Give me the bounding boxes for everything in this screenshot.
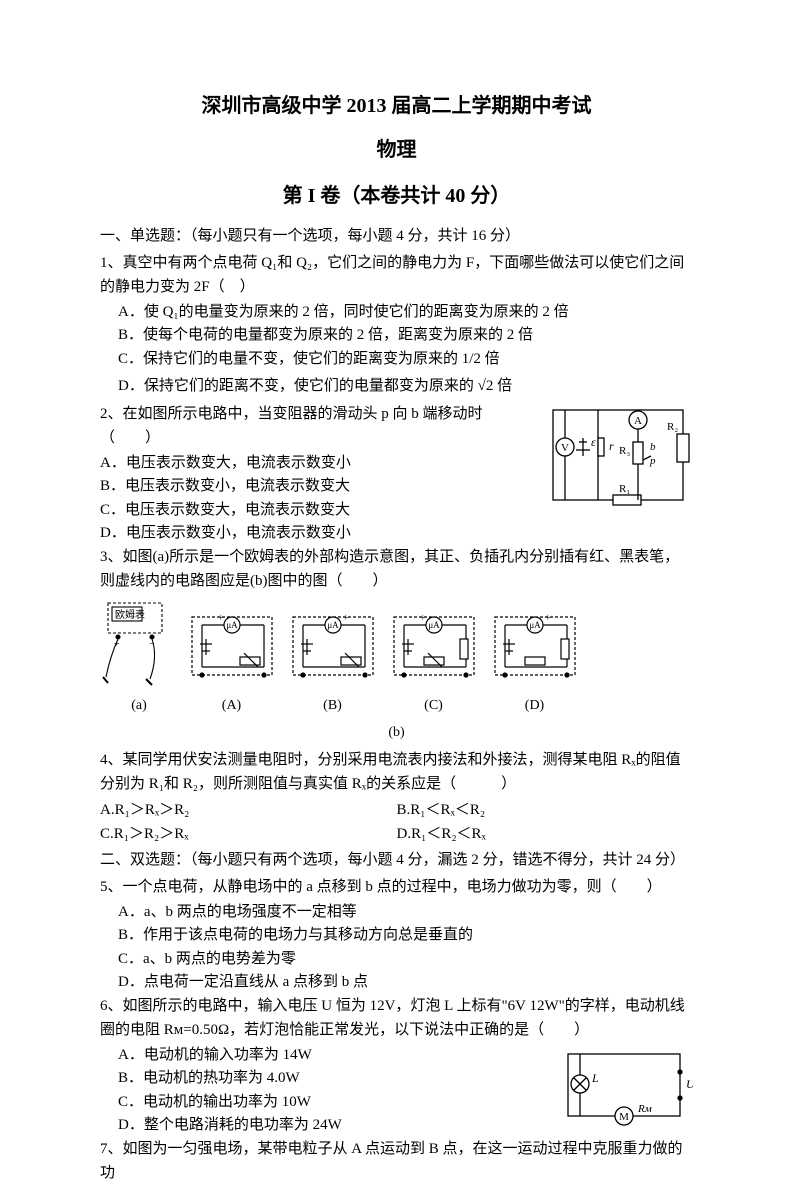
subject-title: 物理: [100, 134, 693, 166]
q5-opt-b: B．作用于该点电荷的电场力与其移动方向总是垂直的: [118, 924, 693, 947]
svg-text:U: U: [686, 1077, 693, 1091]
svg-text:μA: μA: [529, 620, 541, 630]
q3-label-b: (b): [100, 722, 693, 744]
q1-stem: 1、真空中有两个点电荷 Q₁和 Q₂，它们之间的静电力为 F，下面哪些做法可以使…: [100, 251, 693, 299]
q6-circuit-figure: L U M Rᴍ: [558, 1044, 693, 1130]
q3-opt-a: (A): [184, 695, 279, 717]
q2-circuit-figure: A V ε r R₃ b p: [543, 402, 693, 510]
svg-text:+: +: [343, 613, 349, 624]
part2-description: 二、双选题：（每小题只有两个选项，每小题 4 分，漏选 2 分，错选不得分，共计…: [100, 848, 693, 872]
q1-opt-a: A．使 Q₁的电量变为原来的 2 倍，同时使它们的距离变为原来的 2 倍: [118, 301, 693, 324]
q1-opt-b: B．使每个电荷的电量都变为原来的 2 倍，距离变为原来的 2 倍: [118, 324, 693, 347]
q1-opt-c: C．保持它们的电量不变，使它们的距离变为原来的 1/2 倍: [118, 348, 693, 371]
q4-stem: 4、某同学用伏安法测量电阻时，分别采用电流表内接法和外接法，测得某电阻 Rₓ的阻…: [100, 748, 693, 796]
q3-diagram-row: 欧姆表 + − (a) μA + (A): [100, 597, 693, 718]
q4-opt-d: D.R₁＜R₂＜Rₓ: [397, 822, 694, 846]
q2-stem: 2、在如图所示电路中，当变阻器的滑动头 p 向 b 端移动时（ ）: [100, 402, 535, 450]
q3-opt-b: (B): [285, 695, 380, 717]
svg-text:L: L: [591, 1071, 599, 1085]
svg-text:M: M: [619, 1111, 629, 1123]
svg-text:+: +: [420, 613, 426, 624]
svg-text:+: +: [545, 613, 551, 624]
svg-text:b: b: [650, 441, 656, 453]
svg-text:欧姆表: 欧姆表: [115, 608, 145, 621]
svg-text:μA: μA: [428, 620, 440, 630]
q6-opt-c: C．电动机的输出功率为 10W: [118, 1091, 550, 1114]
svg-text:R₁: R₁: [619, 483, 630, 495]
svg-text:Rᴍ: Rᴍ: [637, 1103, 652, 1115]
svg-text:+: +: [218, 613, 224, 624]
svg-text:V: V: [561, 442, 569, 454]
svg-text:μA: μA: [226, 620, 238, 630]
q4-opt-b: B.R₁＜Rₓ＜R₂: [397, 798, 694, 822]
svg-text:μA: μA: [327, 620, 339, 630]
part1-description: 一、单选题：（每小题只有一个选项，每小题 4 分，共计 16 分）: [100, 224, 693, 248]
q6-stem: 6、如图所示的电路中，输入电压 U 恒为 12V，灯泡 L 上标有"6V 12W…: [100, 994, 693, 1042]
q3-opt-d: (D): [487, 695, 582, 717]
exam-title: 深圳市高级中学 2013 届高二上学期期中考试: [100, 90, 693, 122]
q2-opt-d: D．电压表示数变小，电流表示数变小: [100, 522, 535, 545]
q2-opt-c: C．电压表示数变大，电流表示数变大: [100, 499, 535, 522]
q3-opt-c: (C): [386, 695, 481, 717]
q1-opt-d: D．保持它们的距离不变，使它们的电量都变为原来的 √2 倍: [118, 375, 693, 398]
q4-opt-c: C.R₁＞R₂＞Rₓ: [100, 822, 397, 846]
q5-opt-d: D．点电荷一定沿直线从 a 点移到 b 点: [118, 971, 693, 994]
q4-opt-a: A.R₁＞Rₓ＞R₂: [100, 798, 397, 822]
q5-stem: 5、一个点电荷，从静电场中的 a 点移到 b 点的过程中，电场力做功为零，则（ …: [100, 875, 693, 899]
q2-opt-a: A．电压表示数变大，电流表示数变小: [100, 452, 535, 475]
q3-stem: 3、如图(a)所示是一个欧姆表的外部构造示意图，其正、负插孔内分别插有红、黑表笔…: [100, 545, 693, 593]
q6-opt-b: B．电动机的热功率为 4.0W: [118, 1067, 550, 1090]
svg-text:R₂: R₂: [667, 421, 678, 433]
svg-text:r: r: [609, 439, 614, 453]
svg-text:R₃: R₃: [619, 445, 630, 457]
q5-opt-a: A．a、b 两点的电场强度不一定相等: [118, 901, 693, 924]
q2-opt-b: B．电压表示数变小，电流表示数变大: [100, 475, 535, 498]
section-title: 第 I 卷（本卷共计 40 分）: [100, 180, 693, 212]
q3-label-a: (a): [100, 695, 178, 717]
q6-opt-a: A．电动机的输入功率为 14W: [118, 1044, 550, 1067]
svg-text:A: A: [634, 415, 642, 427]
q6-opt-d: D．整个电路消耗的电功率为 24W: [118, 1114, 550, 1137]
q7-stem: 7、如图为一匀强电场，某带电粒子从 A 点运动到 B 点，在这一运动过程中克服重…: [100, 1137, 693, 1185]
svg-text:ε: ε: [591, 435, 596, 449]
q5-opt-c: C．a、b 两点的电势差为零: [118, 948, 693, 971]
